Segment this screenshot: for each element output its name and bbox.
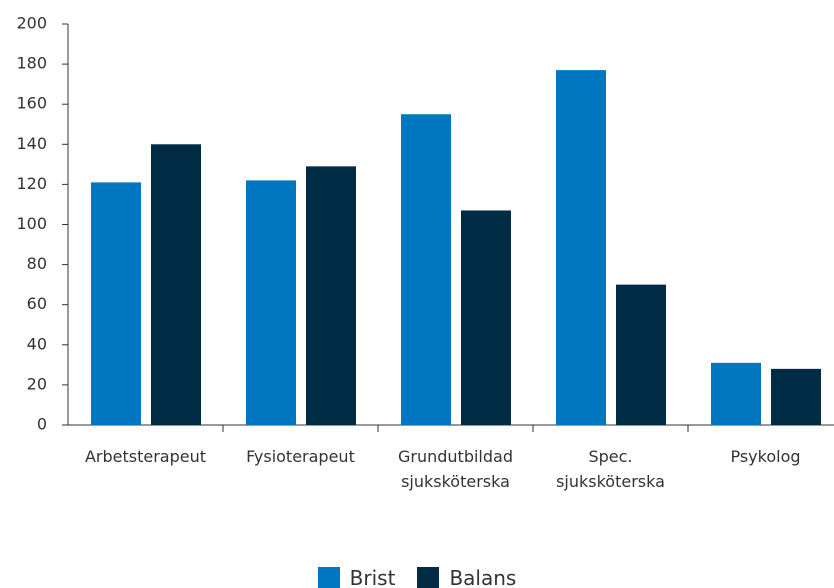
legend-item: Brist	[317, 566, 396, 588]
bar	[246, 180, 296, 425]
x-tick-label: Grundutbildad sjuksköterska	[398, 447, 513, 491]
y-tick-label: 0	[37, 415, 47, 434]
bar	[461, 210, 511, 425]
y-tick-label: 40	[27, 334, 47, 353]
bar	[711, 362, 761, 425]
legend-label: Brist	[349, 566, 396, 588]
bar	[401, 114, 451, 425]
y-tick-label: 200	[16, 14, 47, 33]
bar	[556, 70, 606, 426]
legend-item: Balans	[417, 566, 516, 588]
x-tick-label: Arbetsterapeut	[84, 447, 207, 466]
y-tick-label: 100	[16, 214, 47, 233]
y-tick-label: 180	[16, 54, 47, 73]
bar	[306, 166, 356, 426]
legend-swatch	[417, 567, 440, 588]
y-tick-label: 160	[16, 94, 47, 113]
y-tick-label: 140	[16, 134, 47, 153]
bar	[91, 182, 141, 425]
x-tick-label: Fysioterapeut	[246, 447, 355, 466]
y-tick-label: 60	[27, 294, 47, 313]
legend-label: Balans	[449, 566, 517, 588]
y-tick-label: 120	[16, 174, 47, 193]
legend: Brist Balans	[0, 566, 834, 588]
bar	[771, 368, 821, 425]
legend-swatch	[317, 567, 340, 588]
y-tick-label: 20	[27, 374, 47, 393]
bar	[151, 144, 201, 426]
bar	[616, 284, 666, 425]
y-tick-label: 80	[27, 254, 47, 273]
x-tick-label: Spec. sjuksköterska	[556, 447, 665, 491]
x-tick-label: Psykolog	[730, 447, 801, 466]
